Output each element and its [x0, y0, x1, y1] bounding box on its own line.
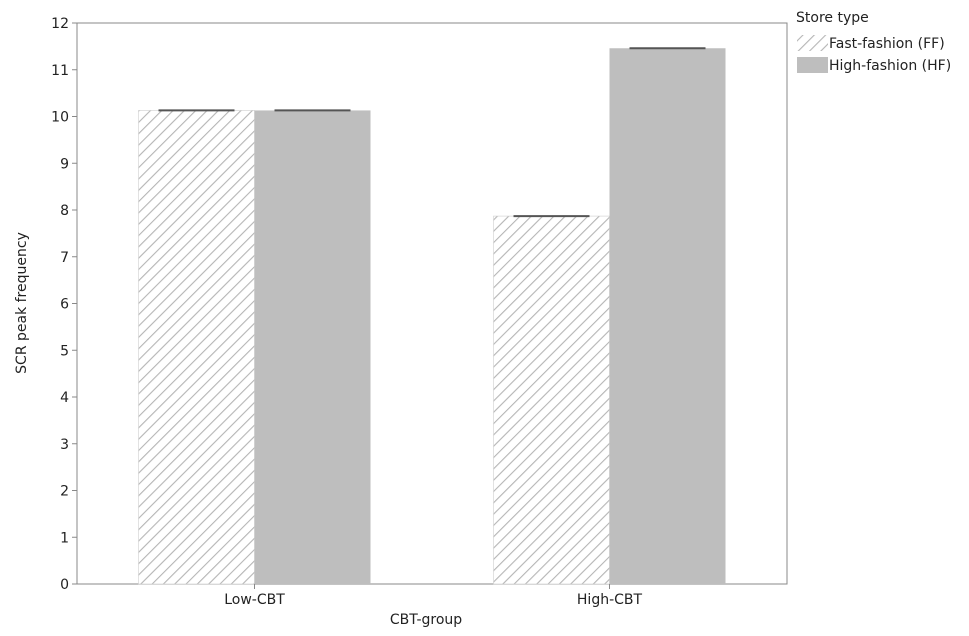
x-tick-label-high-cbt: High-CBT	[577, 592, 643, 608]
y-axis-title: SCR peak frequency	[14, 232, 30, 374]
bar-high-cbt-hf	[609, 48, 726, 585]
legend: Store type Fast-fashion (FF) High-fashio…	[796, 10, 951, 74]
x-tick-label-low-cbt: Low-CBT	[224, 592, 285, 608]
y-tick-label-6: 6	[60, 297, 69, 313]
y-tick-label-9: 9	[60, 156, 69, 172]
x-axis-title: CBT-group	[390, 612, 462, 628]
bar-low-cbt-hf	[254, 110, 371, 585]
y-tick-label-5: 5	[60, 343, 69, 359]
bar-high-cbt-ff	[493, 215, 610, 585]
y-tick-label-11: 11	[51, 63, 69, 79]
y-tick-label-1: 1	[60, 530, 69, 546]
y-tick-label-7: 7	[60, 250, 69, 266]
y-tick-label-3: 3	[60, 437, 69, 453]
y-tick-label-4: 4	[60, 390, 69, 406]
y-tick-label-2: 2	[60, 484, 69, 500]
bar-low-cbt-ff	[138, 110, 255, 585]
y-tick-label-8: 8	[60, 203, 69, 219]
legend-label-fast-fashion: Fast-fashion (FF)	[829, 36, 945, 52]
legend-title: Store type	[796, 10, 869, 26]
legend-label-high-fashion: High-fashion (HF)	[829, 58, 951, 74]
y-tick-label-0: 0	[60, 577, 69, 593]
y-tick-label-12: 12	[51, 16, 69, 32]
legend-swatch-high-fashion	[797, 57, 828, 73]
y-tick-label-10: 10	[51, 110, 69, 126]
legend-swatch-fast-fashion	[797, 35, 828, 51]
